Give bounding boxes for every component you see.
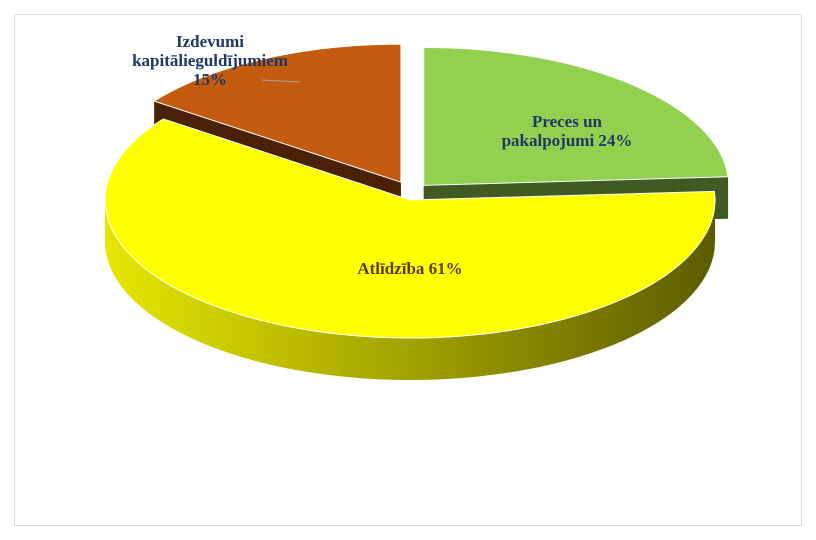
pie-slice-preces-un-pakalpojumi <box>423 46 729 186</box>
data-label-izdevumi-kapitalieguldijumiem: Izdevumi kapitālieguldījumiem 15% <box>132 32 288 89</box>
pie-slice-izdevumi-kapitalieguldijumiem <box>152 43 402 183</box>
data-label-preces-un-pakalpojumi: Preces un pakalpojumi 24% <box>502 112 633 150</box>
slice-wall-atlidziba <box>105 200 715 380</box>
leader-line <box>261 79 301 83</box>
data-label-atlidziba: Atlīdzība 61% <box>357 259 462 278</box>
pie-slice-atlidziba <box>104 118 716 339</box>
